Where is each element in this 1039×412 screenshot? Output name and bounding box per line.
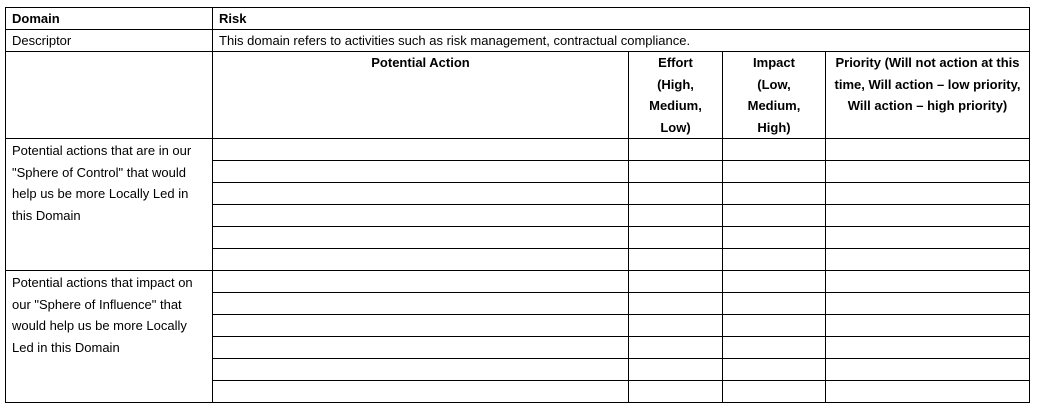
priority-cell[interactable]	[825, 314, 1030, 337]
action-cell[interactable]	[212, 182, 629, 205]
priority-cell[interactable]	[825, 336, 1030, 359]
action-row	[6, 380, 1030, 403]
action-cell[interactable]	[212, 358, 629, 381]
priority-cell[interactable]	[825, 292, 1030, 315]
impact-cell[interactable]	[722, 204, 826, 227]
effort-cell[interactable]	[628, 226, 723, 249]
section-label: Potential actions that impact on our "Sp…	[5, 270, 213, 403]
action-row	[6, 160, 1030, 183]
effort-cell[interactable]	[628, 358, 723, 381]
section-label: Potential actions that are in our "Spher…	[5, 138, 213, 271]
header-empty-cell	[5, 51, 213, 139]
action-cell[interactable]	[212, 226, 629, 249]
effort-cell[interactable]	[628, 380, 723, 403]
header-priority: Priority (Will not action at this time, …	[825, 51, 1030, 139]
impact-cell[interactable]	[722, 292, 826, 315]
impact-cell[interactable]	[722, 380, 826, 403]
effort-cell[interactable]	[628, 270, 723, 293]
priority-cell[interactable]	[825, 380, 1030, 403]
impact-cell[interactable]	[722, 138, 826, 161]
header-potential-action: Potential Action	[212, 51, 629, 139]
effort-cell[interactable]	[628, 138, 723, 161]
descriptor-value: This domain refers to activities such as…	[212, 29, 1030, 52]
action-row: Potential actions that impact on our "Sp…	[5, 270, 1030, 403]
effort-cell[interactable]	[628, 336, 723, 359]
priority-cell[interactable]	[825, 226, 1030, 249]
priority-cell[interactable]	[825, 270, 1030, 293]
action-cell[interactable]	[212, 160, 629, 183]
impact-cell[interactable]	[722, 270, 826, 293]
priority-cell[interactable]	[825, 182, 1030, 205]
domain-value: Risk	[212, 7, 1030, 30]
priority-cell[interactable]	[825, 248, 1030, 271]
impact-cell[interactable]	[722, 314, 826, 337]
action-row	[6, 248, 1030, 271]
impact-cell[interactable]	[722, 358, 826, 381]
domain-label: Domain	[5, 7, 213, 30]
action-row: Potential actions that are in our "Spher…	[5, 138, 1030, 271]
effort-cell[interactable]	[628, 314, 723, 337]
impact-cell[interactable]	[722, 182, 826, 205]
action-cell[interactable]	[212, 270, 629, 293]
descriptor-row: Descriptor This domain refers to activit…	[5, 29, 1030, 52]
effort-cell[interactable]	[628, 182, 723, 205]
header-impact: Impact (Low, Medium, High)	[722, 51, 826, 139]
action-row	[6, 226, 1030, 249]
action-cell[interactable]	[212, 336, 629, 359]
priority-cell[interactable]	[825, 358, 1030, 381]
effort-cell[interactable]	[628, 248, 723, 271]
impact-cell[interactable]	[722, 336, 826, 359]
header-effort: Effort (High, Medium, Low)	[628, 51, 723, 139]
priority-cell[interactable]	[825, 204, 1030, 227]
header-row: Potential Action Effort (High, Medium, L…	[5, 51, 1030, 139]
impact-cell[interactable]	[722, 248, 826, 271]
effort-cell[interactable]	[628, 292, 723, 315]
effort-cell[interactable]	[628, 160, 723, 183]
domain-row: Domain Risk	[5, 7, 1030, 30]
action-row	[6, 358, 1030, 381]
action-cell[interactable]	[212, 138, 629, 161]
action-cell[interactable]	[212, 314, 629, 337]
action-plan-table: Domain Risk Descriptor This domain refer…	[5, 7, 1030, 403]
action-cell[interactable]	[212, 248, 629, 271]
impact-cell[interactable]	[722, 226, 826, 249]
action-row	[6, 292, 1030, 315]
priority-cell[interactable]	[825, 160, 1030, 183]
effort-cell[interactable]	[628, 204, 723, 227]
action-row	[6, 336, 1030, 359]
descriptor-label: Descriptor	[5, 29, 213, 52]
priority-cell[interactable]	[825, 138, 1030, 161]
impact-cell[interactable]	[722, 160, 826, 183]
action-cell[interactable]	[212, 204, 629, 227]
action-cell[interactable]	[212, 380, 629, 403]
action-cell[interactable]	[212, 292, 629, 315]
action-row	[6, 314, 1030, 337]
